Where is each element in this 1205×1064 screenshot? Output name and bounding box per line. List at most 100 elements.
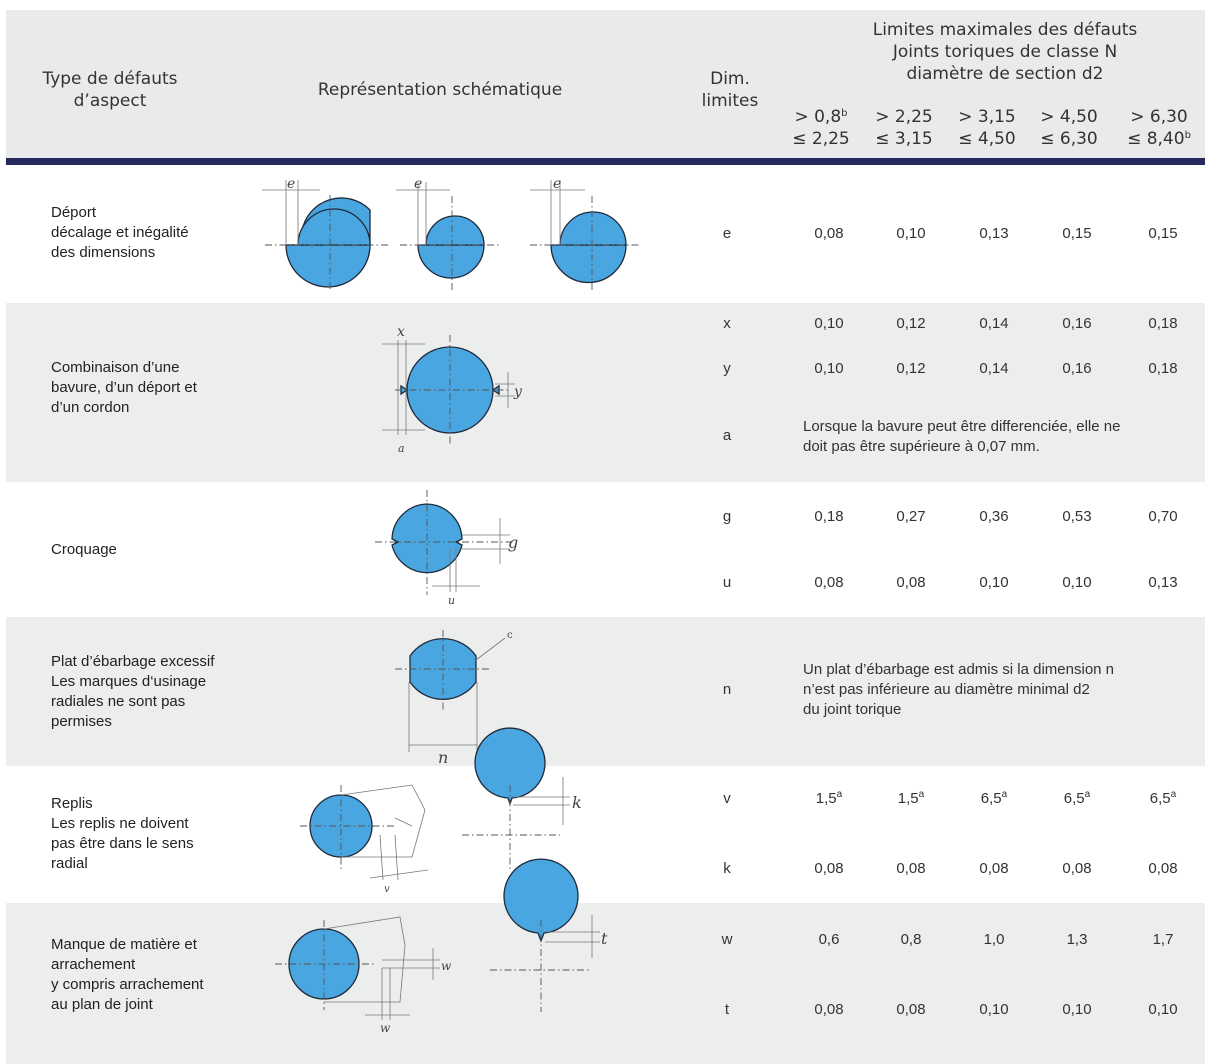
value-cell: 0,10 xyxy=(896,225,926,242)
defect-label-replis: Replis Les replis ne doivent pas être da… xyxy=(51,795,194,872)
label-k: k xyxy=(572,793,582,812)
col-type-heading-line2: d’aspect xyxy=(73,91,147,111)
value-cell: 0,10 xyxy=(814,315,844,332)
value-cell: 0,08 xyxy=(1148,860,1178,877)
range-5-high-sup: b xyxy=(1184,130,1191,141)
header-rule xyxy=(6,158,1205,165)
value-cell: 0,18 xyxy=(1148,315,1178,332)
dim-code-y: y xyxy=(723,360,731,377)
table-header xyxy=(6,10,1205,158)
row-band-6 xyxy=(6,903,1205,1064)
value-cell: 6,5a xyxy=(1128,790,1198,808)
note-plat-line3: du joint torique xyxy=(803,701,902,718)
value-cell: 0,10 xyxy=(1062,1001,1092,1018)
offset-section-1b xyxy=(285,244,371,288)
value-text: 6,5 xyxy=(980,790,1002,807)
label-c: c xyxy=(507,630,513,641)
label-u: u xyxy=(448,594,455,607)
value-text: 6,5 xyxy=(1149,790,1171,807)
dim-code-n: n xyxy=(722,681,732,698)
defect-label-manque: Manque de matière et arrachement y compr… xyxy=(51,936,204,1013)
note-bavure-line1: Lorsque la bavure peut être differenciée… xyxy=(803,418,1121,435)
value-cell: 0,36 xyxy=(979,508,1009,525)
range-1-low-sup: b xyxy=(841,108,848,119)
value-cell: 0,08 xyxy=(896,860,926,877)
value-cell: 0,10 xyxy=(1148,1001,1178,1018)
value-cell: 0,16 xyxy=(1062,315,1092,332)
value-cell: 6,5a xyxy=(1042,790,1112,808)
value-cell: 0,14 xyxy=(979,315,1009,332)
value-cell: 0,14 xyxy=(979,360,1009,377)
label-e-1: e xyxy=(287,176,295,192)
value-cell: 0,10 xyxy=(1062,574,1092,591)
schematic-manque: w w t xyxy=(275,858,608,1035)
value-cell: 0,08 xyxy=(814,1001,844,1018)
value-cell: 0,08 xyxy=(814,225,844,242)
label-w-1: w xyxy=(441,959,452,973)
defect-label-plat: Plat d’ébarbage excessif Les marques d‘u… xyxy=(51,653,215,730)
value-cell: 0,10 xyxy=(979,574,1009,591)
label-y: y xyxy=(513,384,523,400)
note-bavure-line2: doit pas être supérieure à 0,07 mm. xyxy=(803,438,1040,455)
value-cell: 1,3 xyxy=(1066,931,1088,948)
value-text: 1,5 xyxy=(897,790,919,807)
value-cell: 0,08 xyxy=(1062,860,1092,877)
offset-section-3b xyxy=(550,244,627,284)
dim-code-x: x xyxy=(723,315,731,332)
col-dim-heading-line1: Dim. xyxy=(710,69,750,89)
range-5: > 6,30 ≤ 8,40b xyxy=(1114,106,1204,150)
value-sup: a xyxy=(836,789,843,800)
col-schema-heading: Représentation schématique xyxy=(317,80,563,100)
defect-label-croquage: Croquage xyxy=(51,541,117,558)
range-3: > 3,15 ≤ 4,50 xyxy=(947,106,1027,150)
note-plat: Un plat d’ébarbage est admis si la dimen… xyxy=(803,660,1114,720)
defect-label-deport: Déport décalage et inégalité des dimensi… xyxy=(51,204,189,261)
label-g: g xyxy=(508,533,518,552)
limits-heading-line2: Joints toriques de classe N xyxy=(892,42,1118,62)
col-type-heading-line1: Type de défauts xyxy=(42,69,178,89)
offset-section-1c xyxy=(297,208,371,246)
value-cell: 0,10 xyxy=(814,360,844,377)
label-t: t xyxy=(601,929,608,948)
value-cell: 0,27 xyxy=(896,508,926,525)
offset-section-3c xyxy=(559,211,627,246)
value-cell: 0,10 xyxy=(979,1001,1009,1018)
note-plat-line2: n’est pas inférieure au diamètre minimal… xyxy=(803,681,1090,698)
value-cell: 0,08 xyxy=(979,860,1009,877)
label-n: n xyxy=(438,748,448,767)
value-cell: 0,08 xyxy=(896,574,926,591)
label-v: v xyxy=(384,884,390,895)
schematic-deport: e e e xyxy=(262,176,640,290)
offset-section-2c xyxy=(425,215,485,246)
range-2-high: ≤ 3,15 xyxy=(875,129,933,149)
value-text: 1,5 xyxy=(815,790,837,807)
range-1-low: > 0,8 xyxy=(794,107,842,127)
value-cell: 0,13 xyxy=(979,225,1009,242)
value-cell: 0,6 xyxy=(818,931,840,948)
dim-code-e: e xyxy=(722,225,732,242)
label-a: a xyxy=(398,442,405,455)
section-replis-2 xyxy=(474,727,546,807)
section-manque-2 xyxy=(503,858,579,943)
range-1: > 0,8b ≤ 2,25 xyxy=(781,106,861,150)
dim-code-v: v xyxy=(723,790,731,807)
range-5-high: ≤ 8,40 xyxy=(1127,129,1185,149)
range-5-low: > 6,30 xyxy=(1130,107,1188,127)
row-band-2 xyxy=(6,303,1205,482)
col-dim-heading-line2: limites xyxy=(701,91,759,111)
defect-label-combinaison: Combinaison d’une bavure, d’un déport et… xyxy=(51,359,197,416)
value-cell: 0,15 xyxy=(1148,225,1178,242)
range-2: > 2,25 ≤ 3,15 xyxy=(864,106,944,150)
value-cell: 0,08 xyxy=(814,574,844,591)
value-cell: 0,12 xyxy=(896,360,926,377)
value-cell: 0,08 xyxy=(896,1001,926,1018)
schematic-combinaison: x y a xyxy=(382,324,523,455)
range-4-low: > 4,50 xyxy=(1040,107,1098,127)
value-cell: 0,13 xyxy=(1148,574,1178,591)
dim-code-a: a xyxy=(722,427,732,444)
value-cell: 0,12 xyxy=(896,315,926,332)
dim-code-u: u xyxy=(722,574,732,591)
note-bavure: Lorsque la bavure peut être differenciée… xyxy=(803,417,1120,457)
value-cell: 0,18 xyxy=(1148,360,1178,377)
range-3-high: ≤ 4,50 xyxy=(958,129,1016,149)
